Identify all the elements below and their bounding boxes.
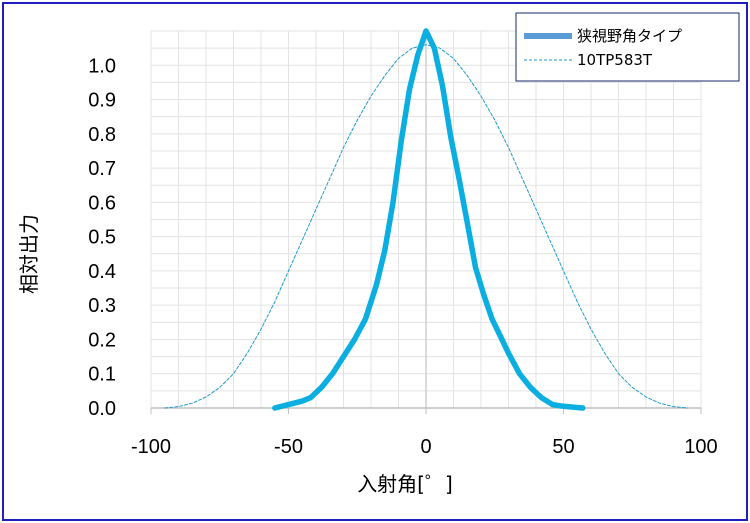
legend-box xyxy=(515,12,740,82)
y-tick-label: 0.4 xyxy=(88,261,116,283)
grid xyxy=(150,30,702,408)
x-tick-labels: -100 -50 0 50 100 xyxy=(131,436,718,458)
series-line-10tp583t xyxy=(164,44,688,409)
y-tick-label: 0.1 xyxy=(88,364,116,386)
x-tick-label: 100 xyxy=(684,436,717,458)
y-tick-label: 0.8 xyxy=(88,124,116,146)
x-tick-label: 0 xyxy=(420,436,431,458)
y-tick-label: 0.0 xyxy=(88,398,116,420)
x-axis-label: 入射角[゜] xyxy=(357,472,453,496)
y-tick-label: 0.5 xyxy=(88,227,116,249)
y-tick-label: 0.7 xyxy=(88,158,116,180)
y-tick-label: 0.9 xyxy=(88,90,116,112)
legend: 狭視野角タイプ 10TP583T xyxy=(515,12,740,82)
y-tick-labels: 0.0 0.1 0.2 0.3 0.4 0.5 0.6 0.7 0.8 0.9 1.0 xyxy=(88,55,116,420)
y-axis-label: 相対出力 xyxy=(17,214,41,294)
x-tick-label: -100 xyxy=(131,436,171,458)
x-tick-label: 50 xyxy=(552,436,574,458)
y-tick-label: 1.0 xyxy=(88,55,116,77)
y-tick-label: 0.2 xyxy=(88,329,116,351)
y-tick-label: 0.3 xyxy=(88,295,116,317)
x-tick-label: -50 xyxy=(274,436,303,458)
axes xyxy=(150,407,702,414)
legend-label-10tp583t: 10TP583T xyxy=(577,51,653,69)
y-tick-label: 0.6 xyxy=(88,192,116,214)
line-chart: -100 -50 0 50 100 0.00.10.20.30.40.50.60.70.… xyxy=(17,12,740,496)
legend-label-narrow: 狭視野角タイプ xyxy=(577,27,682,45)
series-lines xyxy=(164,28,688,411)
series-line-narrow xyxy=(272,28,586,411)
